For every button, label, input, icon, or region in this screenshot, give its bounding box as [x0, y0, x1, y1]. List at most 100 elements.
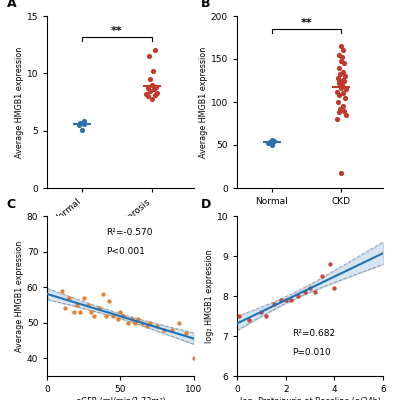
- Y-axis label: log₂ HMGB1 expression: log₂ HMGB1 expression: [205, 249, 214, 343]
- Point: [334, 88, 340, 95]
- Point: [154, 323, 160, 330]
- Point: [338, 85, 344, 92]
- Point: [338, 83, 344, 90]
- Point: [258, 309, 265, 315]
- Y-axis label: Average HMGB1 expression: Average HMGB1 expression: [15, 46, 24, 158]
- Point: [151, 47, 158, 54]
- Text: D: D: [201, 198, 211, 211]
- Point: [295, 293, 301, 299]
- Point: [269, 142, 275, 148]
- Point: [71, 309, 77, 315]
- Point: [100, 291, 106, 298]
- Point: [312, 289, 318, 295]
- Point: [117, 309, 124, 315]
- Text: P=0.010: P=0.010: [293, 348, 331, 357]
- Point: [129, 316, 135, 322]
- Point: [269, 137, 275, 143]
- Point: [336, 52, 342, 58]
- Point: [270, 139, 276, 146]
- Point: [246, 317, 252, 323]
- Point: [337, 106, 343, 112]
- Y-axis label: Average HMGB1 expression: Average HMGB1 expression: [199, 46, 208, 158]
- Point: [341, 60, 347, 66]
- Point: [103, 312, 109, 319]
- Point: [335, 99, 341, 105]
- Point: [282, 297, 289, 303]
- Point: [161, 326, 167, 333]
- Point: [81, 120, 87, 127]
- Point: [340, 90, 347, 96]
- Point: [154, 90, 160, 96]
- Point: [337, 71, 343, 78]
- Point: [288, 297, 294, 303]
- Point: [81, 294, 87, 301]
- Point: [143, 91, 149, 97]
- Point: [340, 76, 347, 83]
- Point: [168, 326, 175, 333]
- Point: [105, 298, 112, 304]
- Text: C: C: [6, 198, 16, 211]
- Point: [132, 320, 138, 326]
- Point: [236, 313, 243, 319]
- Point: [341, 108, 347, 114]
- Point: [336, 92, 342, 98]
- Point: [144, 323, 150, 330]
- Point: [77, 120, 83, 126]
- Point: [59, 288, 65, 294]
- Point: [340, 47, 347, 54]
- Point: [338, 58, 344, 64]
- Point: [271, 138, 277, 144]
- X-axis label: log₂ Proteinuria at Baseline (g/24h): log₂ Proteinuria at Baseline (g/24h): [240, 397, 380, 400]
- Point: [307, 285, 313, 291]
- Point: [145, 85, 151, 92]
- Point: [336, 77, 342, 84]
- Point: [73, 302, 80, 308]
- Point: [147, 87, 153, 94]
- Point: [335, 80, 342, 86]
- Point: [79, 126, 85, 133]
- Point: [333, 116, 340, 122]
- Point: [342, 73, 348, 79]
- Point: [335, 75, 341, 81]
- Text: R²=0.682: R²=0.682: [293, 329, 336, 338]
- Point: [152, 92, 158, 98]
- Point: [265, 140, 271, 146]
- Point: [338, 169, 344, 176]
- Point: [139, 320, 145, 326]
- Point: [115, 316, 121, 322]
- Point: [331, 285, 338, 291]
- Point: [190, 355, 197, 362]
- Text: **: **: [301, 18, 312, 28]
- Point: [302, 289, 308, 295]
- Point: [149, 82, 155, 88]
- Point: [125, 320, 131, 326]
- Point: [91, 312, 97, 319]
- Point: [62, 305, 68, 312]
- Text: A: A: [6, 0, 16, 10]
- Point: [110, 312, 116, 319]
- Point: [341, 78, 347, 84]
- Point: [183, 330, 190, 336]
- Point: [339, 54, 345, 60]
- Point: [88, 309, 94, 315]
- Point: [120, 312, 126, 319]
- Text: R²=-0.570: R²=-0.570: [106, 228, 152, 237]
- Text: B: B: [201, 0, 210, 10]
- Point: [263, 313, 269, 319]
- Point: [149, 95, 155, 102]
- Point: [335, 64, 342, 71]
- Point: [326, 261, 333, 267]
- Point: [151, 86, 157, 92]
- Point: [66, 294, 73, 301]
- Point: [81, 118, 87, 125]
- Point: [147, 76, 154, 82]
- X-axis label: eGFR (ml/min/1.73m²): eGFR (ml/min/1.73m²): [75, 397, 166, 400]
- Point: [342, 94, 348, 101]
- Point: [96, 305, 102, 312]
- Text: **: **: [111, 26, 123, 36]
- Point: [339, 82, 345, 88]
- Point: [146, 53, 152, 59]
- Point: [335, 109, 342, 116]
- Y-axis label: Average HMGB1 expression: Average HMGB1 expression: [15, 240, 24, 352]
- Point: [343, 112, 350, 118]
